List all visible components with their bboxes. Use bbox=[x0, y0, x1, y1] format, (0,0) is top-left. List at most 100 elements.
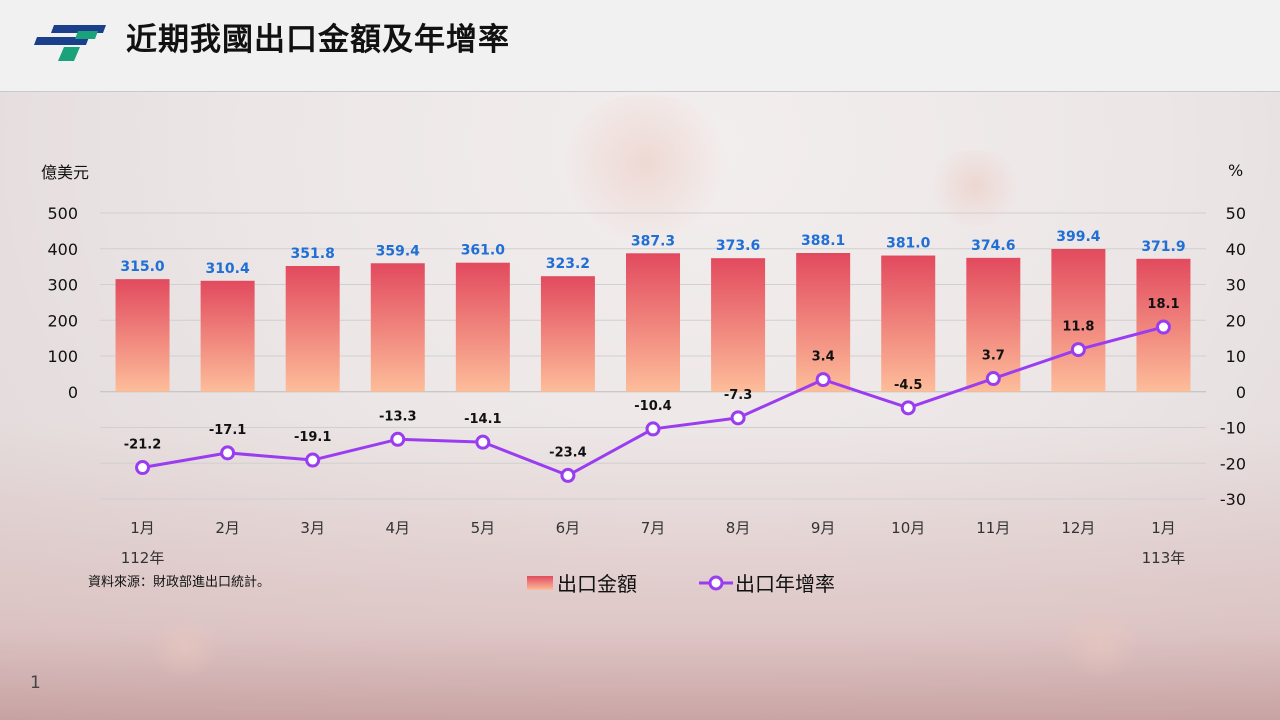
right-tick-label: 10 bbox=[1226, 347, 1246, 366]
lantern-decoration bbox=[1060, 610, 1140, 680]
bar-value-label: 361.0 bbox=[461, 243, 506, 259]
legend-bar-label: 出口金額 bbox=[557, 572, 637, 596]
growth-rate-label: -4.5 bbox=[894, 378, 922, 393]
legend-bar-swatch bbox=[527, 575, 553, 590]
bar-value-label: 388.1 bbox=[801, 233, 845, 249]
bar bbox=[881, 255, 936, 392]
growth-rate-label: -7.3 bbox=[724, 388, 752, 403]
category-label: 3月 bbox=[300, 519, 325, 537]
left-tick-label: 100 bbox=[47, 347, 78, 366]
bar-value-label: 310.4 bbox=[205, 261, 250, 277]
lantern-decoration bbox=[150, 620, 220, 680]
bar-value-label: 374.6 bbox=[971, 238, 1015, 254]
left-tick-label: 300 bbox=[47, 276, 78, 295]
growth-rate-label: -21.2 bbox=[124, 438, 161, 453]
right-tick-label: 0 bbox=[1236, 383, 1246, 402]
source-note: 資料來源：財政部進出口統計。 bbox=[88, 575, 271, 590]
right-tick-label: 40 bbox=[1226, 240, 1246, 259]
growth-rate-point bbox=[220, 445, 236, 461]
category-label: 12月 bbox=[1061, 519, 1095, 537]
logo-icon bbox=[34, 25, 106, 61]
year-label: 113年 bbox=[1142, 549, 1186, 567]
left-tick-label: 400 bbox=[47, 240, 78, 259]
bar bbox=[370, 263, 425, 392]
growth-rate-point bbox=[985, 371, 1001, 387]
right-tick-label: 50 bbox=[1226, 204, 1246, 223]
growth-rate-point bbox=[560, 467, 576, 483]
bar bbox=[626, 253, 680, 392]
growth-rate-label: 11.8 bbox=[1062, 320, 1094, 335]
bar bbox=[796, 253, 851, 392]
legend-item-line: 出口年增率 bbox=[699, 568, 835, 597]
growth-rate-label: -17.1 bbox=[209, 423, 246, 438]
growth-rate-label: -23.4 bbox=[549, 445, 586, 460]
bar-value-label: 381.0 bbox=[886, 236, 931, 252]
bar-value-label: 399.4 bbox=[1056, 229, 1101, 245]
category-label: 4月 bbox=[385, 519, 410, 537]
left-tick-label: 200 bbox=[47, 311, 78, 330]
right-tick-label: 20 bbox=[1226, 311, 1246, 330]
growth-rate-point bbox=[1155, 319, 1171, 335]
chart-labels: 500400300200100050403020100-10-20-30315.… bbox=[47, 204, 1246, 567]
bar bbox=[285, 265, 340, 392]
category-label: 1月 bbox=[130, 519, 155, 537]
category-label: 2月 bbox=[215, 519, 240, 537]
bar-value-label: 371.9 bbox=[1141, 239, 1185, 255]
legend-item-bar: 出口金額 bbox=[527, 568, 637, 597]
left-tick-label: 500 bbox=[47, 204, 78, 223]
left-axis-label: 億美元 bbox=[41, 163, 89, 182]
right-tick-label: -30 bbox=[1220, 490, 1246, 509]
bar bbox=[540, 276, 595, 392]
growth-rate-label: 18.1 bbox=[1147, 297, 1179, 312]
growth-rate-label: -19.1 bbox=[294, 430, 331, 445]
right-axis-label: % bbox=[1228, 161, 1243, 180]
growth-rate-point bbox=[815, 372, 831, 388]
lantern-decoration bbox=[930, 150, 1020, 230]
line-series bbox=[135, 319, 1171, 483]
growth-rate-point bbox=[135, 460, 151, 476]
left-tick-label: 0 bbox=[68, 383, 78, 402]
growth-rate-point bbox=[475, 434, 491, 450]
bar bbox=[711, 258, 766, 392]
page-title: 近期我國出口金額及年增率 bbox=[126, 22, 510, 58]
bar-value-label: 359.4 bbox=[376, 243, 421, 259]
right-tick-label: -10 bbox=[1220, 419, 1246, 438]
right-tick-label: 30 bbox=[1226, 276, 1246, 295]
category-label: 8月 bbox=[726, 519, 751, 537]
growth-rate-point bbox=[645, 421, 661, 437]
bar bbox=[455, 262, 510, 392]
legend-line-marker bbox=[699, 575, 733, 590]
category-label: 10月 bbox=[891, 519, 925, 537]
lantern-decoration bbox=[560, 95, 730, 245]
category-label: 11月 bbox=[976, 519, 1010, 537]
bar bbox=[200, 280, 255, 392]
category-label: 7月 bbox=[641, 519, 666, 537]
legend-line-label: 出口年增率 bbox=[735, 572, 835, 596]
growth-rate-point bbox=[730, 410, 746, 426]
slide-header: 近期我國出口金額及年增率 bbox=[0, 0, 1280, 92]
growth-rate-point bbox=[900, 400, 916, 416]
category-label: 1月 bbox=[1151, 519, 1176, 537]
growth-rate-label: 3.4 bbox=[812, 350, 835, 365]
bar-value-label: 387.3 bbox=[631, 233, 675, 249]
bar-value-label: 351.8 bbox=[291, 246, 335, 262]
growth-rate-label: -14.1 bbox=[464, 412, 501, 427]
bar-value-label: 323.2 bbox=[546, 256, 590, 272]
bar-value-label: 315.0 bbox=[120, 259, 165, 275]
year-label: 112年 bbox=[121, 549, 165, 567]
growth-rate-label: 3.7 bbox=[982, 349, 1005, 364]
category-label: 6月 bbox=[556, 519, 581, 537]
category-label: 9月 bbox=[811, 519, 836, 537]
bar bbox=[115, 279, 170, 392]
growth-rate-point bbox=[1070, 342, 1086, 358]
growth-rate-point bbox=[305, 452, 321, 468]
bar-value-label: 373.6 bbox=[716, 238, 760, 254]
bar bbox=[1051, 248, 1106, 392]
bar bbox=[966, 257, 1021, 392]
growth-rate-point bbox=[390, 431, 406, 447]
growth-rate-label: -13.3 bbox=[379, 409, 416, 424]
right-tick-label: -20 bbox=[1220, 454, 1246, 473]
growth-rate-label: -10.4 bbox=[634, 399, 671, 414]
category-label: 5月 bbox=[471, 519, 496, 537]
